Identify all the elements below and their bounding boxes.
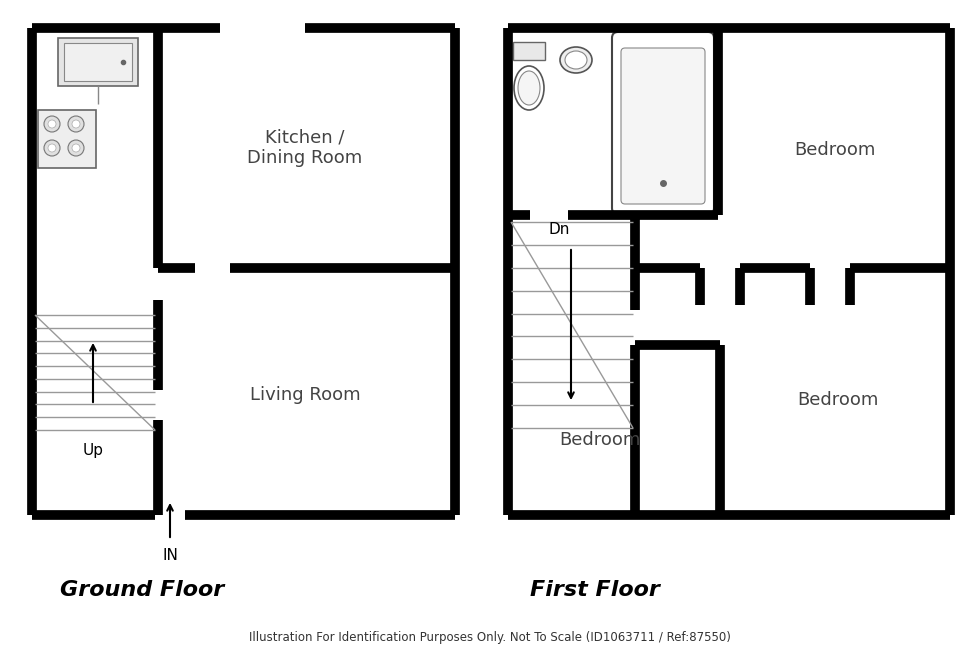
Text: First Floor: First Floor	[530, 580, 660, 600]
Bar	[38, 110, 96, 168]
Ellipse shape	[560, 47, 592, 73]
Ellipse shape	[565, 51, 587, 69]
Circle shape	[48, 144, 56, 152]
Text: Up: Up	[82, 443, 104, 457]
Text: Living Room: Living Room	[250, 386, 361, 404]
Bar	[513, 42, 545, 60]
FancyBboxPatch shape	[621, 48, 705, 204]
Circle shape	[68, 140, 84, 156]
Text: Ground Floor: Ground Floor	[60, 580, 224, 600]
Text: Bedroom: Bedroom	[560, 431, 641, 449]
Circle shape	[68, 116, 84, 132]
Text: Dn: Dn	[548, 222, 569, 237]
Ellipse shape	[514, 66, 544, 110]
Circle shape	[72, 120, 80, 128]
FancyBboxPatch shape	[612, 32, 714, 214]
Circle shape	[72, 144, 80, 152]
Text: Kitchen /
Dining Room: Kitchen / Dining Room	[247, 129, 363, 168]
Circle shape	[48, 120, 56, 128]
Text: Bedroom: Bedroom	[798, 391, 879, 409]
Bar	[64, 43, 132, 81]
Text: Bedroom: Bedroom	[795, 141, 876, 159]
Circle shape	[44, 140, 60, 156]
Circle shape	[44, 116, 60, 132]
Text: Illustration For Identification Purposes Only. Not To Scale (ID1063711 / Ref:875: Illustration For Identification Purposes…	[249, 631, 731, 645]
Bar	[58, 38, 138, 86]
Text: IN: IN	[162, 547, 178, 562]
Ellipse shape	[518, 71, 540, 105]
